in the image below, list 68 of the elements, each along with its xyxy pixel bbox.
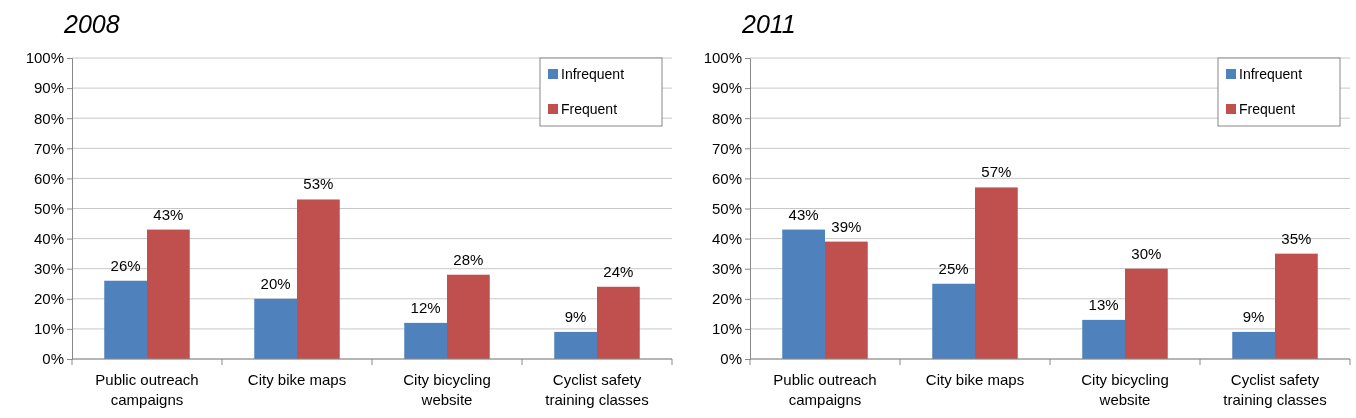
y-tick-label: 70% <box>711 139 742 157</box>
y-tick-label: 100% <box>25 49 64 67</box>
y-tick-label: 50% <box>711 199 742 217</box>
y-tick-label: 0% <box>42 350 64 368</box>
x-tick-label: Public outreach campaigns <box>773 371 877 408</box>
legend-label: Infrequent <box>1239 66 1303 82</box>
bar <box>975 187 1018 359</box>
y-tick-label: 20% <box>711 290 742 308</box>
data-label: 43% <box>788 205 819 223</box>
y-tick-label: 30% <box>33 260 64 277</box>
bar <box>782 229 825 359</box>
bar <box>554 331 597 359</box>
bar <box>254 298 297 359</box>
data-label: 35% <box>1281 229 1312 247</box>
data-label: 30% <box>1131 244 1162 262</box>
x-tick-label: City bicycling website <box>403 371 491 408</box>
x-tick-label: City bike maps <box>247 371 347 388</box>
bar <box>932 283 975 359</box>
chart-title: 2011 <box>741 10 796 38</box>
y-tick-label: 60% <box>33 169 64 187</box>
bar <box>825 241 868 359</box>
y-tick-label: 90% <box>711 79 742 97</box>
data-label: 26% <box>110 256 141 274</box>
y-tick-label: 70% <box>33 139 64 157</box>
data-label: 25% <box>938 259 969 277</box>
data-label: 24% <box>603 262 634 280</box>
data-label: 12% <box>410 298 441 316</box>
data-label: 13% <box>1088 295 1119 313</box>
bar <box>1232 331 1275 359</box>
y-tick-label: 30% <box>711 260 742 277</box>
y-tick-label: 10% <box>33 320 64 338</box>
y-tick-label: 90% <box>33 79 64 97</box>
y-tick-label: 100% <box>703 49 742 67</box>
y-tick-label: 0% <box>720 350 742 368</box>
data-label: 20% <box>260 274 291 292</box>
data-label: 9% <box>564 307 587 325</box>
bar <box>597 286 640 359</box>
x-tick-label: Public outreach campaigns <box>95 371 199 408</box>
y-tick-label: 80% <box>711 109 742 127</box>
data-label: 28% <box>453 250 484 268</box>
y-tick-label: 80% <box>33 109 64 127</box>
bar <box>1125 268 1168 359</box>
y-tick-label: 60% <box>711 169 742 187</box>
bar <box>404 322 447 359</box>
legend-label: Frequent <box>1239 101 1296 117</box>
data-label: 39% <box>831 217 862 235</box>
x-tick-label: Cyclist safety training classes <box>545 371 649 408</box>
x-tick-label: Cyclist safety training classes <box>1223 371 1327 408</box>
bar <box>147 229 190 359</box>
x-tick-label: City bike maps <box>925 371 1025 388</box>
y-tick-label: 20% <box>33 290 64 308</box>
y-tick-label: 40% <box>711 229 742 247</box>
y-tick-label: 40% <box>33 229 64 247</box>
data-label: 43% <box>153 205 184 223</box>
legend-label: Infrequent <box>561 66 625 82</box>
y-tick-label: 10% <box>711 320 742 338</box>
data-label: 9% <box>1242 307 1265 325</box>
y-tick-label: 50% <box>33 199 64 217</box>
bar <box>297 199 340 359</box>
legend-label: Frequent <box>561 101 618 117</box>
bar <box>1082 319 1125 359</box>
bar <box>104 280 147 359</box>
x-tick-label: City bicycling website <box>1081 371 1169 408</box>
chart-title: 2008 <box>63 10 120 38</box>
data-label: 53% <box>303 175 334 193</box>
bar <box>1275 253 1318 359</box>
bar <box>447 274 490 359</box>
data-label: 57% <box>981 163 1012 181</box>
